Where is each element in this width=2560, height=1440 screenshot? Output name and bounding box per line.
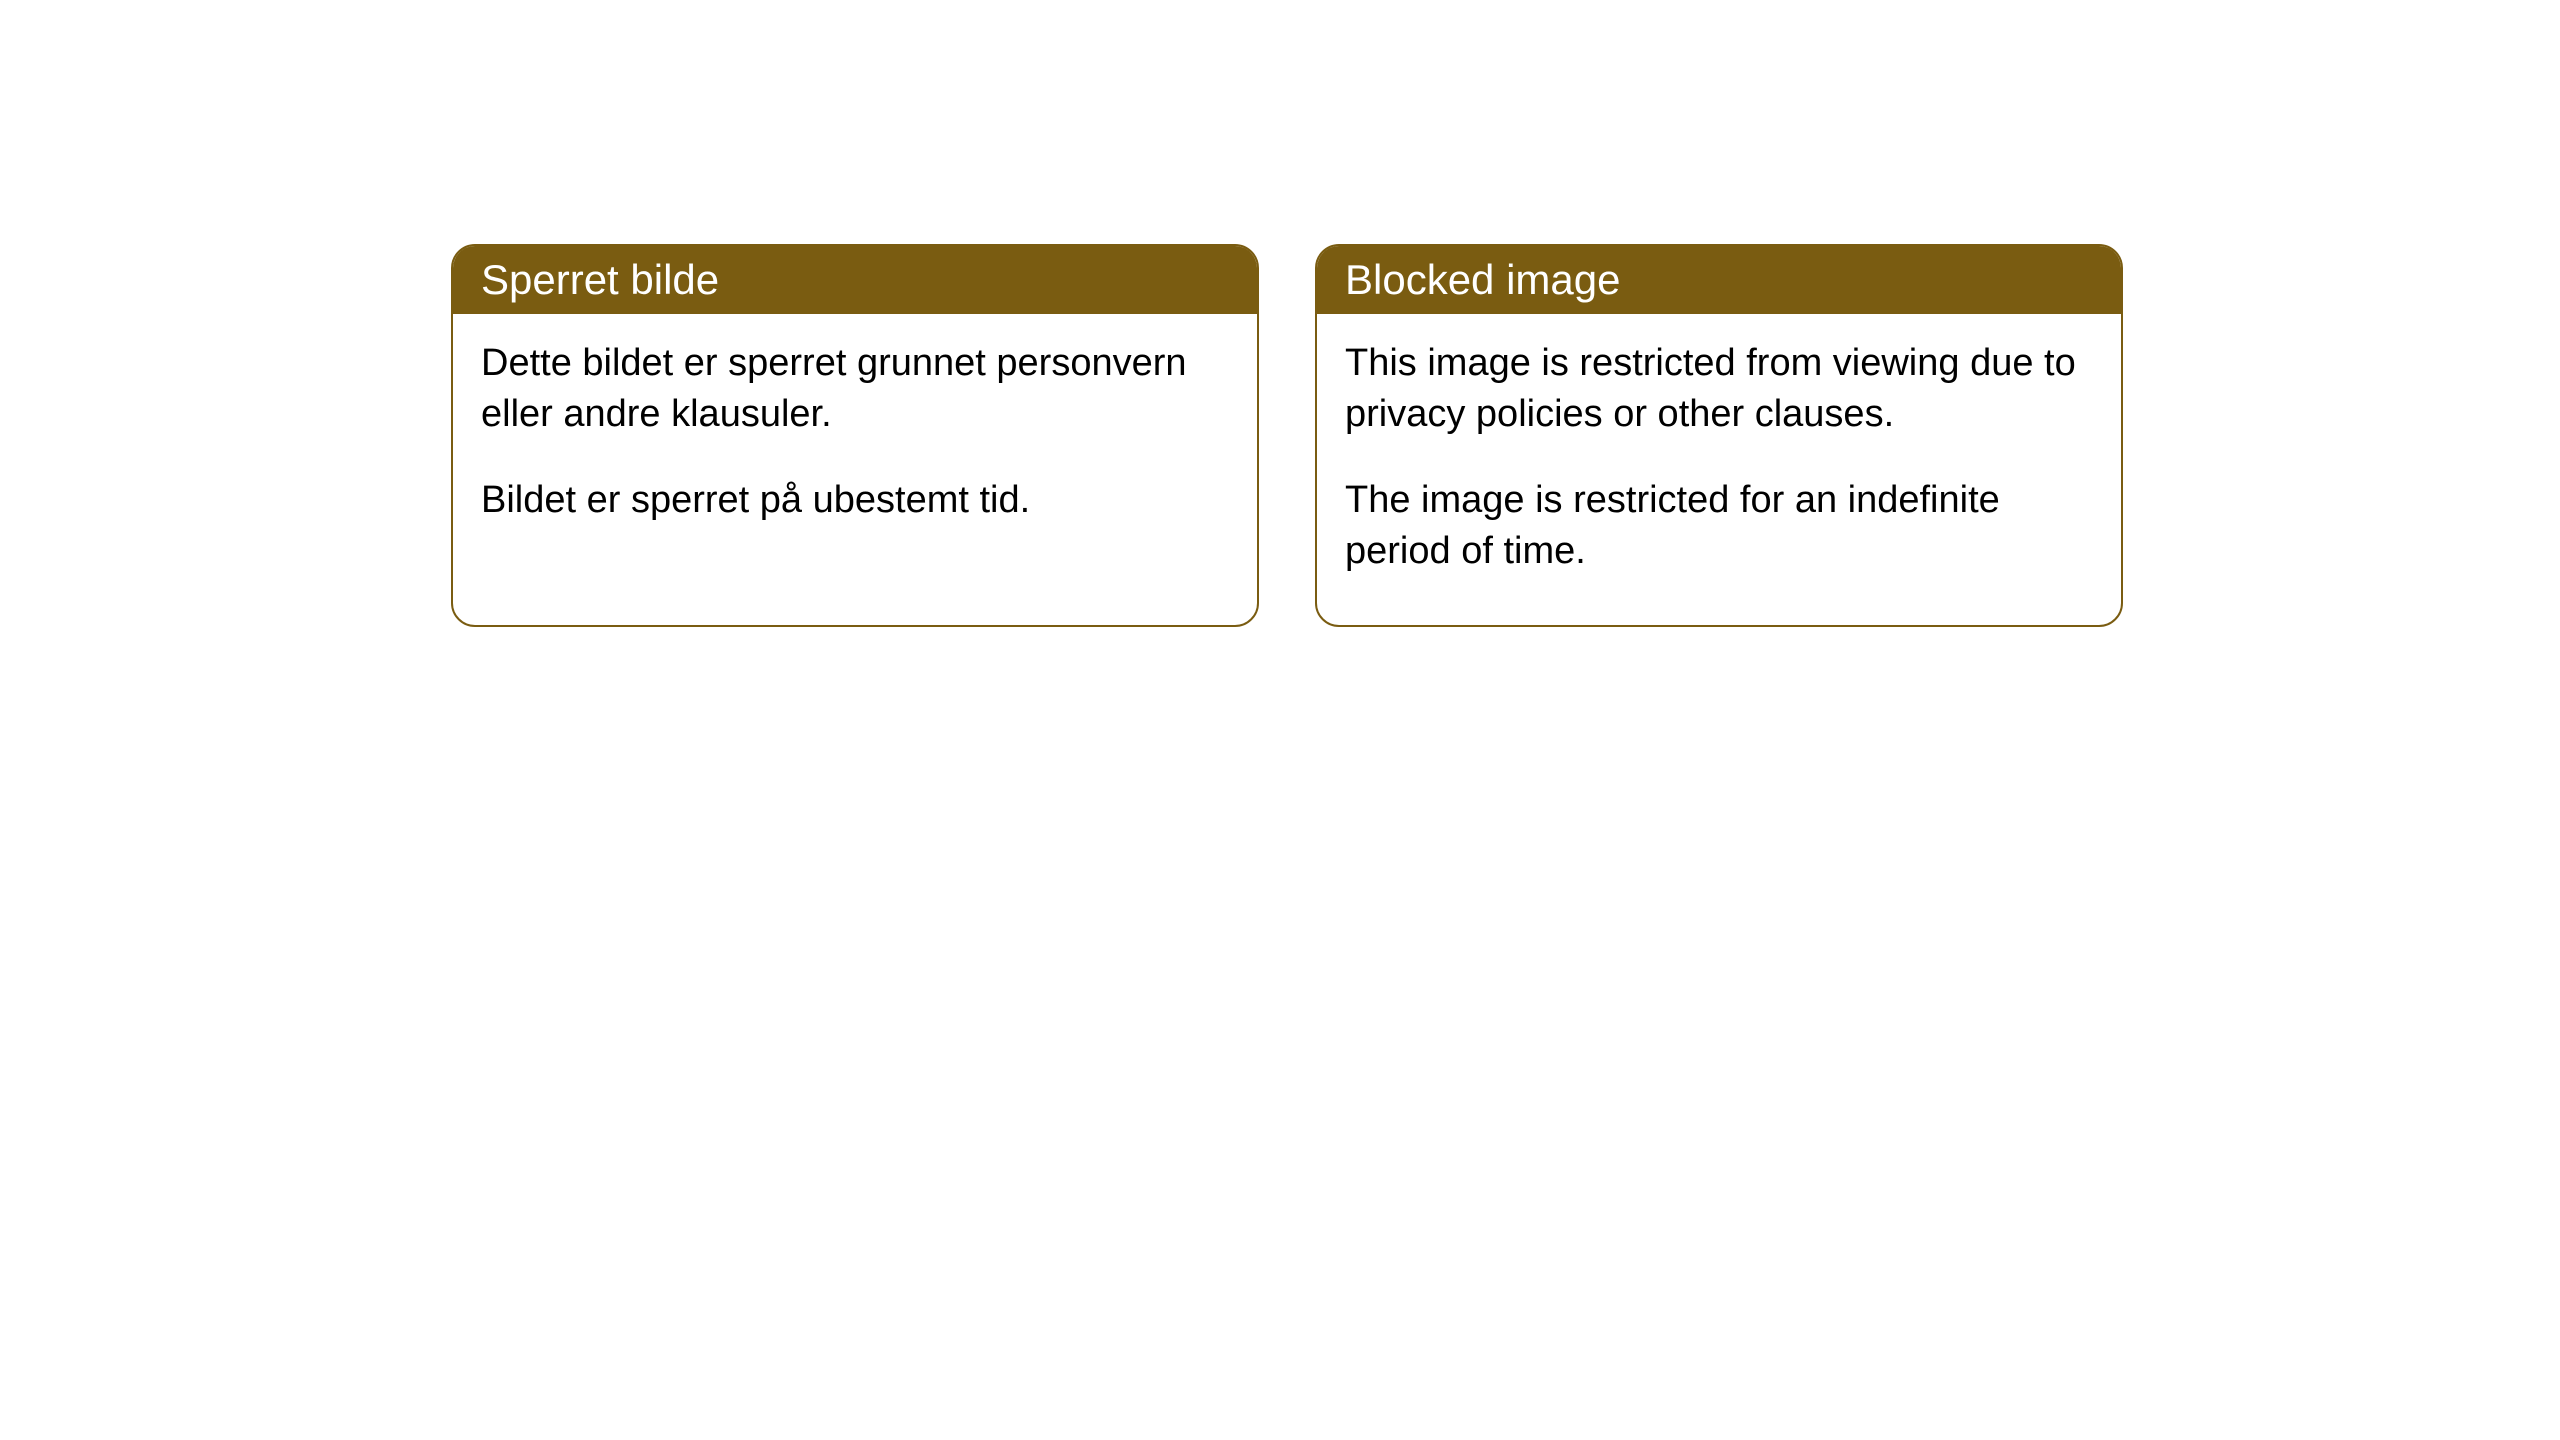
- notice-card-english: Blocked image This image is restricted f…: [1315, 244, 2123, 627]
- card-title: Sperret bilde: [481, 256, 719, 303]
- card-header-english: Blocked image: [1317, 246, 2121, 314]
- card-text-line-1: This image is restricted from viewing du…: [1345, 338, 2093, 441]
- card-text-line-2: Bildet er sperret på ubestemt tid.: [481, 475, 1229, 526]
- card-body-norwegian: Dette bildet er sperret grunnet personve…: [453, 314, 1257, 574]
- card-text-line-2: The image is restricted for an indefinit…: [1345, 475, 2093, 578]
- card-header-norwegian: Sperret bilde: [453, 246, 1257, 314]
- notice-cards-container: Sperret bilde Dette bildet er sperret gr…: [451, 244, 2123, 627]
- card-body-english: This image is restricted from viewing du…: [1317, 314, 2121, 625]
- card-text-line-1: Dette bildet er sperret grunnet personve…: [481, 338, 1229, 441]
- card-title: Blocked image: [1345, 256, 1620, 303]
- notice-card-norwegian: Sperret bilde Dette bildet er sperret gr…: [451, 244, 1259, 627]
